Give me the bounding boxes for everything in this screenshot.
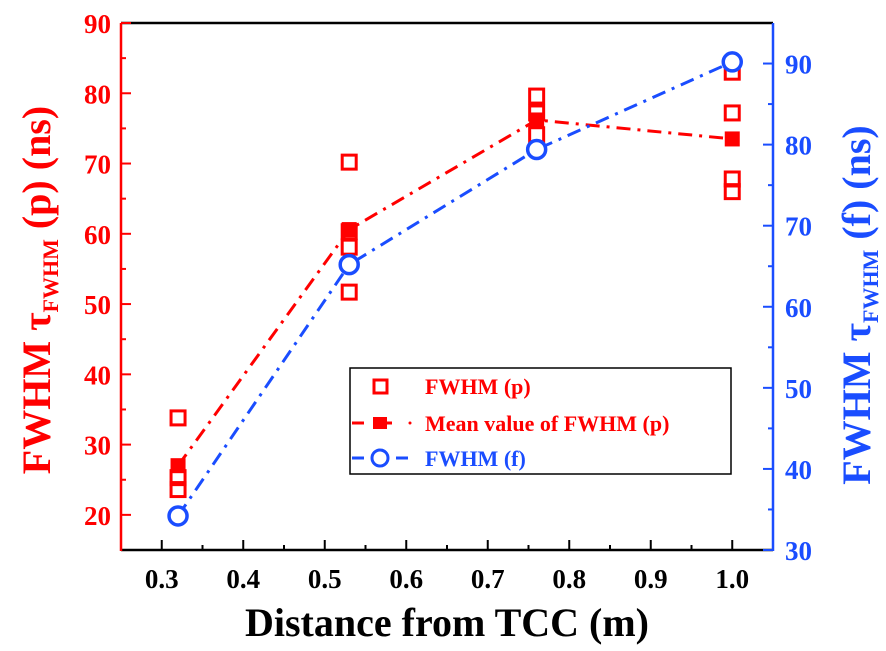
legend-label: FWHM (p) [425, 374, 531, 399]
legend-entry-fwhm-f: FWHM (f) [352, 446, 526, 471]
open-square-point [723, 183, 741, 201]
legend-entry-mean-p: Mean value of FWHM (p) [352, 411, 669, 436]
left-axis-title-prefix: FWHM [14, 331, 59, 474]
legend-label: FWHM (f) [425, 446, 526, 471]
open-square-point [340, 283, 358, 301]
left-y-tick-label: 20 [84, 501, 111, 531]
right-axis-title-prefix: FWHM [834, 341, 879, 484]
x-tick-label: 0.4 [226, 564, 260, 594]
right-y-tick-label: 40 [785, 455, 812, 485]
filled-square-point [724, 131, 740, 147]
open-circle-point [525, 138, 548, 161]
right-y-tick-label: 30 [785, 536, 812, 566]
svg-text:FWHM τFWHM (p) (ns): FWHM τFWHM (p) (ns) [14, 106, 63, 474]
right-y-tick-label: 70 [785, 212, 812, 242]
open-square-point [169, 409, 187, 427]
filled-square-point [170, 458, 186, 474]
filled-square-point [341, 222, 357, 238]
left-y-tick-label: 90 [84, 9, 111, 39]
right-y-tick-label: 90 [785, 50, 812, 80]
legend-entry-fwhm-p: FWHM (p) [372, 374, 531, 399]
right-axis-title: FWHM τFWHM (f) (ns) [834, 125, 883, 485]
left-axis-title-subscript: FWHM [38, 239, 63, 313]
open-square-point [340, 153, 358, 171]
filled-square-marker-icon [373, 417, 387, 429]
x-tick-label: 0.3 [145, 564, 179, 594]
right-y-tick-label: 80 [785, 131, 812, 161]
open-circle-point [721, 51, 743, 73]
x-tick-label: 1.0 [715, 564, 749, 594]
x-axis-title: Distance from TCC (m) [245, 600, 649, 645]
series-fwhm-f [167, 51, 743, 527]
right-y-tick-label: 60 [785, 293, 812, 323]
left-y-tick-label: 60 [84, 220, 111, 250]
x-tick-label: 0.5 [308, 564, 342, 594]
series-line [176, 118, 733, 467]
right-y-tick-label: 50 [785, 374, 812, 404]
open-square-marker-icon [372, 378, 389, 395]
open-square-point [528, 87, 546, 105]
dash-dot-dot-icon [408, 421, 412, 425]
right-axis-title-suffix: (f) (ns) [834, 125, 879, 249]
left-y-tick-label: 70 [84, 150, 111, 180]
left-y-tick-label: 80 [84, 79, 111, 109]
legend: FWHM (p) Mean value of FWHM (p) FWHM (f) [349, 367, 732, 475]
open-circle-marker-icon [370, 448, 390, 468]
series-line [176, 60, 733, 517]
axes: 0.3 0.4 0.5 0.6 0.7 0.8 0.9 1.0 20 30 40 50 60 70 80 90… [84, 9, 812, 594]
x-tick-label: 0.7 [471, 564, 505, 594]
right-axis-title-subscript: FWHM [858, 249, 883, 323]
x-tick-label: 0.9 [634, 564, 668, 594]
open-circle-point [338, 253, 360, 276]
filled-square-point [529, 112, 545, 128]
left-y-tick-label: 30 [84, 431, 111, 461]
x-tick-label: 0.6 [389, 564, 423, 594]
right-axis-title-symbol: τ [834, 323, 879, 341]
legend-label: Mean value of FWHM (p) [425, 411, 669, 436]
x-tick-label: 0.8 [552, 564, 586, 594]
open-square-point [340, 238, 358, 256]
open-square-point [169, 481, 187, 499]
left-axis-title-suffix: (p) (ns) [14, 106, 59, 239]
open-circle-point [167, 505, 189, 527]
left-y-tick-label: 40 [84, 360, 111, 390]
left-axis-title-symbol: τ [14, 312, 59, 330]
svg-text:FWHM τFWHM (f) (ns): FWHM τFWHM (f) (ns) [834, 125, 883, 485]
series-mean-value-of-fwhm-p [170, 112, 740, 474]
legend-box [349, 367, 732, 475]
plot-marks [167, 51, 743, 527]
open-square-point [723, 104, 741, 122]
left-axis-title: FWHM τFWHM (p) (ns) [14, 106, 63, 474]
left-y-tick-label: 50 [84, 290, 111, 320]
